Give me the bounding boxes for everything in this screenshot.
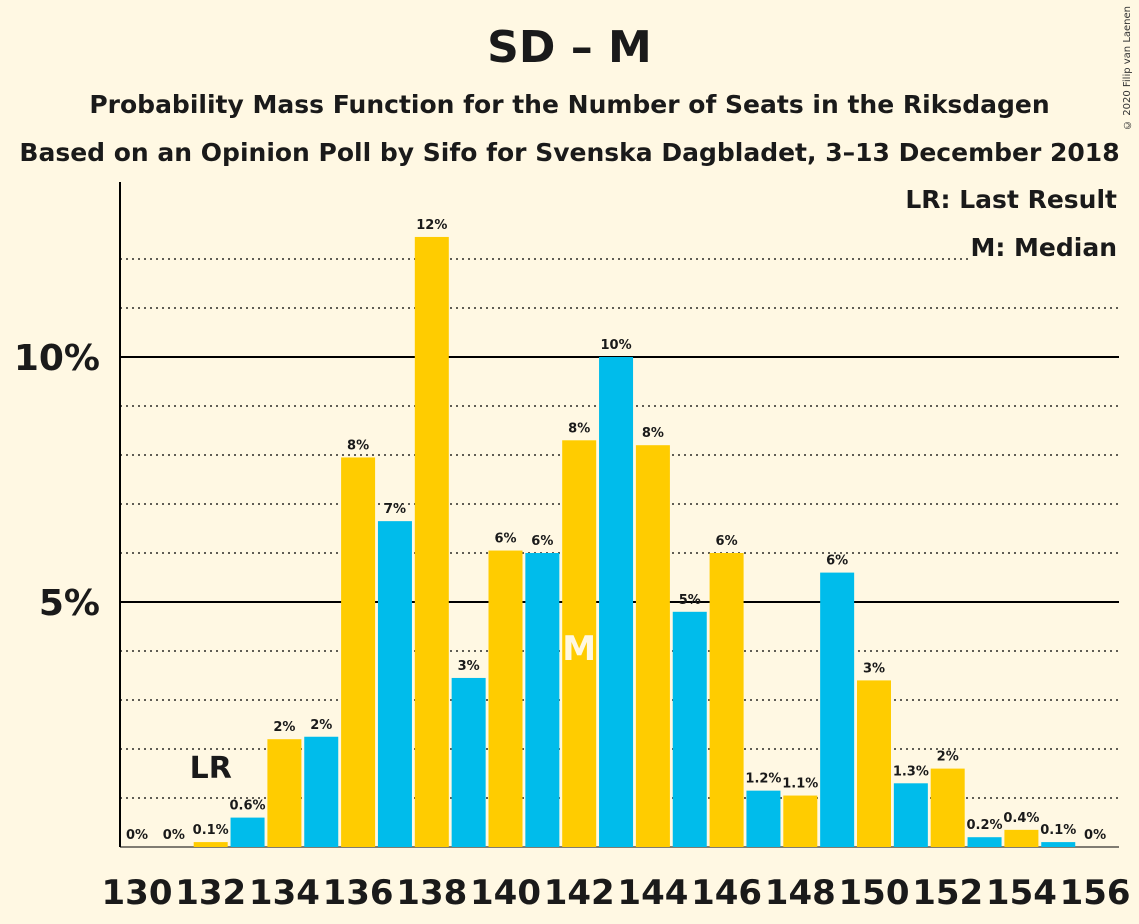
x-tick-label: 136 — [323, 873, 394, 913]
x-tick-label: 156 — [1060, 873, 1131, 913]
bar-value-label: 12% — [416, 218, 447, 233]
chart-title: SD – M — [487, 22, 652, 73]
bar-value-label: 2% — [937, 750, 959, 765]
bar-value-label: 0.1% — [1040, 823, 1076, 838]
x-tick-label: 152 — [912, 873, 983, 913]
bar-value-label: 1.1% — [782, 777, 818, 792]
bar-seat-145 — [672, 611, 707, 847]
bar-value-label: 3% — [458, 659, 480, 674]
bar-seat-154 — [1004, 829, 1039, 847]
bar-seat-147 — [746, 790, 781, 847]
bar-value-label: 8% — [568, 421, 590, 436]
median-marker: M — [562, 629, 596, 669]
bar-value-label: 10% — [600, 338, 631, 353]
legend-last-result: LR: Last Result — [903, 185, 1119, 214]
bar-value-label: 2% — [310, 718, 332, 733]
bar-value-label: 8% — [347, 438, 369, 453]
bar-seat-134 — [267, 739, 302, 847]
bar-seat-141 — [525, 553, 560, 847]
bar-seat-153 — [967, 837, 1002, 847]
bar-value-label: 8% — [642, 426, 664, 441]
x-tick-label: 148 — [765, 873, 836, 913]
bar-value-label: 0% — [126, 828, 148, 843]
x-tick-label: 138 — [396, 873, 467, 913]
bar-seat-136 — [341, 457, 376, 847]
bar-value-label: 6% — [716, 534, 738, 549]
chart-subtitle-source: Based on an Opinion Poll by Sifo for Sve… — [19, 138, 1120, 167]
bar-value-label: 0.4% — [1003, 811, 1039, 826]
bar-value-label: 0.2% — [967, 818, 1003, 833]
bar-value-label: 2% — [273, 720, 295, 735]
x-tick-label: 130 — [102, 873, 173, 913]
bar-seat-135 — [304, 736, 339, 847]
bar-seat-150 — [857, 680, 891, 847]
bar-value-label: 7% — [384, 502, 406, 517]
bar-value-label: 1.3% — [893, 764, 929, 779]
x-tick-label: 146 — [691, 873, 762, 913]
bar-value-label: 3% — [863, 661, 885, 676]
legend-median: M: Median — [968, 233, 1119, 262]
x-tick-label: 144 — [617, 873, 688, 913]
bar-seat-139 — [451, 677, 486, 847]
bar-seat-148 — [783, 795, 818, 847]
x-tick-label: 132 — [175, 873, 246, 913]
bar-value-label: 0.6% — [230, 799, 266, 814]
bar-seat-133 — [230, 817, 265, 847]
bar-seat-137 — [377, 521, 412, 847]
bar-value-label: 0% — [1084, 828, 1106, 843]
bar-seat-149 — [820, 572, 855, 847]
bar-value-label: 6% — [494, 532, 516, 547]
bar-value-label: 6% — [826, 554, 848, 569]
bar-seat-132 — [193, 842, 228, 847]
bar-seat-151 — [893, 783, 928, 847]
bar-value-label: 5% — [679, 593, 701, 608]
bar-seat-143 — [599, 357, 634, 847]
bar-seat-140 — [488, 550, 523, 847]
bar-value-label: 1.2% — [745, 772, 781, 787]
bar-value-label: 6% — [531, 534, 553, 549]
bar-seat-142 — [562, 440, 597, 847]
bar-seat-146 — [709, 553, 744, 847]
last-result-marker: LR — [190, 751, 232, 786]
x-tick-label: 140 — [470, 873, 541, 913]
bar-seat-152 — [930, 768, 965, 847]
bar-value-label: 0% — [163, 828, 185, 843]
x-tick-label: 150 — [839, 873, 910, 913]
x-tick-label: 154 — [986, 873, 1057, 913]
chart-subtitle: Probability Mass Function for the Number… — [89, 90, 1050, 119]
bar-seat-144 — [635, 445, 670, 847]
bar-seat-138 — [414, 236, 449, 847]
x-tick-label: 134 — [249, 873, 320, 913]
y-tick-label: 5% — [39, 583, 100, 624]
bar-seat-155 — [1041, 842, 1076, 847]
y-tick-label: 10% — [14, 338, 100, 379]
bar-value-label: 0.1% — [193, 823, 229, 838]
x-tick-label: 142 — [544, 873, 615, 913]
